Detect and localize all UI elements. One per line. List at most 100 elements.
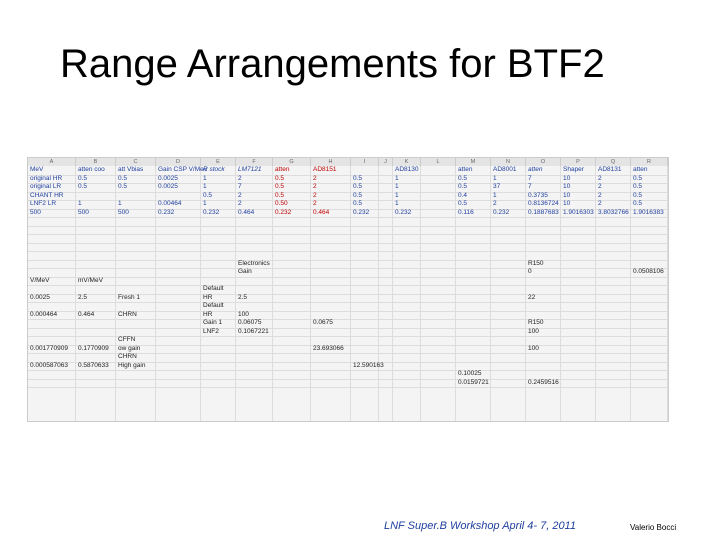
- cell: 3.8032766: [598, 208, 629, 216]
- cell: 0.0025: [158, 174, 178, 182]
- cell: 2: [598, 200, 602, 207]
- cell: 0.5: [275, 174, 285, 182]
- column-header: F: [236, 158, 273, 166]
- cell: 0.5: [633, 183, 643, 190]
- cell: 0.3735: [528, 191, 548, 199]
- cell: atten: [633, 166, 648, 173]
- column-header: E: [201, 158, 236, 166]
- cell: 12.590163: [353, 361, 384, 369]
- cell: HR: [203, 310, 213, 318]
- row-divider: [28, 344, 668, 346]
- row-divider: [28, 208, 668, 210]
- column-header: C: [116, 158, 156, 166]
- cell: High gain: [118, 361, 146, 369]
- cell: 0.232: [275, 208, 292, 216]
- cell: 0.1887683: [528, 208, 559, 216]
- cell: LM7121: [238, 166, 262, 173]
- cell: 2: [313, 191, 317, 199]
- column-header: N: [491, 158, 526, 166]
- row-divider: [28, 242, 668, 244]
- cell: 0.232: [493, 208, 510, 216]
- row-divider: [28, 200, 668, 201]
- cell: 0.5: [353, 200, 363, 207]
- cell: 0.5: [353, 183, 363, 190]
- cell: 1: [203, 174, 207, 182]
- cell: 2: [313, 174, 317, 182]
- column-header: I: [351, 158, 379, 166]
- row-divider: [28, 183, 668, 184]
- cell: AD8131: [598, 166, 622, 173]
- cell: 2: [313, 183, 317, 190]
- cell: 2: [493, 200, 497, 207]
- cell: 0.5: [353, 174, 363, 182]
- cell: 2.5: [238, 293, 248, 301]
- spreadsheet: A B C D E F G H I J K L M N O P Q R MeV atten coo att Vbias G…: [27, 157, 669, 422]
- cell: 1: [395, 183, 399, 190]
- cell: R150: [528, 259, 544, 267]
- cell: 0.5: [633, 174, 643, 182]
- cell: 100: [238, 310, 249, 318]
- cell: 0.464: [313, 208, 330, 216]
- cell: 0.50: [275, 200, 288, 207]
- row-divider: [28, 387, 668, 388]
- cell: 0.232: [353, 208, 370, 216]
- column-header: L: [421, 158, 456, 166]
- cell: 0.5: [78, 183, 88, 190]
- cell: 0.232: [158, 208, 175, 216]
- row-divider: [28, 259, 668, 261]
- column-header: B: [76, 158, 116, 166]
- row-divider: [28, 217, 668, 218]
- cell: AD8001: [493, 166, 517, 173]
- cell: 500: [78, 208, 89, 216]
- cell: 0.5: [118, 183, 128, 190]
- row-divider: [28, 268, 668, 269]
- row-divider: [28, 378, 668, 380]
- cell: att Vbias: [118, 166, 144, 173]
- cell: 0.2459516: [528, 378, 559, 386]
- cell: 0.5: [275, 191, 285, 199]
- cell: 7: [528, 183, 532, 190]
- row-divider: [28, 361, 668, 363]
- cell: 37: [493, 183, 501, 190]
- cell: original LR: [30, 183, 62, 190]
- cell: Gain: [238, 268, 252, 275]
- column-header: A: [28, 158, 76, 166]
- cell: Default: [203, 302, 224, 309]
- cell: 22: [528, 293, 536, 301]
- row-divider: [28, 234, 668, 235]
- cell: 0.5: [458, 174, 468, 182]
- row-divider: [28, 276, 668, 278]
- cell: 0.5: [353, 191, 363, 199]
- cell: Gain 1: [203, 319, 223, 326]
- cell: 100: [528, 344, 539, 352]
- cell: 0.1067221: [238, 327, 269, 335]
- cell: 7: [238, 183, 242, 190]
- cell: 1: [118, 200, 122, 207]
- cell: 7: [528, 174, 532, 182]
- cell: original HR: [30, 174, 63, 182]
- row-divider: [28, 302, 668, 303]
- cell: 0.0675: [313, 319, 333, 326]
- cell: atten: [528, 166, 543, 173]
- cell: 1: [203, 183, 207, 190]
- cell: Fresh 1: [118, 293, 141, 301]
- cell: AD8130: [395, 166, 419, 173]
- column-header: H: [311, 158, 351, 166]
- cell: CHRN: [118, 353, 137, 360]
- cell: 500: [30, 208, 41, 216]
- cell: 2: [238, 200, 242, 207]
- cell: Gain CSP V/Mev: [158, 166, 208, 173]
- cell: atten: [275, 166, 290, 173]
- cell: 10: [563, 174, 571, 182]
- cell: 1.9016383: [633, 208, 664, 216]
- cell: 0.00464: [158, 200, 182, 207]
- cell: 1: [78, 200, 82, 207]
- cell: 0.5: [203, 191, 213, 199]
- cell: 0.5: [275, 183, 285, 190]
- cell: R150: [528, 319, 544, 326]
- cell: 2.5: [78, 293, 88, 301]
- row-divider: [28, 191, 668, 193]
- row-divider: [28, 327, 668, 329]
- cell: 1: [493, 174, 497, 182]
- cell: 0.232: [395, 208, 412, 216]
